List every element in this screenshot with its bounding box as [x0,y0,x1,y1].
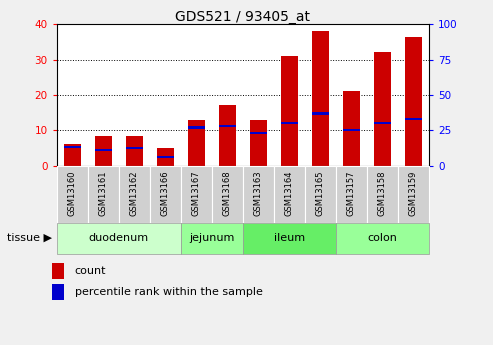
Bar [219,106,236,166]
Text: GSM13167: GSM13167 [192,170,201,216]
Bar [119,166,150,223]
Bar [57,166,88,223]
Bar [250,132,267,134]
Bar [52,263,64,279]
Bar [188,126,205,129]
Text: ileum: ileum [274,233,305,243]
Bar [212,166,243,223]
Bar [157,156,174,158]
Bar [336,223,429,254]
Text: GSM13159: GSM13159 [409,170,418,216]
Bar [64,144,81,166]
Bar [305,166,336,223]
Bar [243,223,336,254]
Text: colon: colon [367,233,397,243]
Text: jejunum: jejunum [189,233,235,243]
Bar [405,118,422,120]
Bar [367,166,398,223]
Bar [336,166,367,223]
Text: GSM13168: GSM13168 [223,170,232,216]
Text: GSM13164: GSM13164 [285,170,294,216]
Text: GSM13165: GSM13165 [316,170,325,216]
Bar [126,147,143,149]
Bar [181,223,243,254]
Text: count: count [75,266,106,276]
Text: GDS521 / 93405_at: GDS521 / 93405_at [176,10,310,24]
Bar [157,148,174,166]
Bar [250,120,267,166]
Bar [343,91,360,166]
Bar [88,166,119,223]
Text: GSM13160: GSM13160 [68,170,77,216]
Bar [398,166,429,223]
Bar [57,223,181,254]
Bar [95,149,112,151]
Text: GSM13158: GSM13158 [378,170,387,216]
Bar [281,56,298,166]
Bar [95,136,112,166]
Bar [64,146,81,148]
Bar [243,166,274,223]
Text: GSM13162: GSM13162 [130,170,139,216]
Text: GSM13166: GSM13166 [161,170,170,216]
Bar [188,120,205,166]
Text: tissue ▶: tissue ▶ [7,233,52,243]
Bar [374,52,391,166]
Text: percentile rank within the sample: percentile rank within the sample [75,287,263,297]
Bar [281,122,298,125]
Text: GSM13161: GSM13161 [99,170,108,216]
Bar [52,284,64,300]
Bar [343,129,360,131]
Bar [312,112,329,115]
Bar [312,31,329,166]
Bar [374,122,391,125]
Bar [219,125,236,127]
Bar [274,166,305,223]
Bar [181,166,212,223]
Bar [126,136,143,166]
Bar [150,166,181,223]
Text: GSM13163: GSM13163 [254,170,263,216]
Text: duodenum: duodenum [89,233,149,243]
Text: GSM13157: GSM13157 [347,170,356,216]
Bar [405,37,422,166]
